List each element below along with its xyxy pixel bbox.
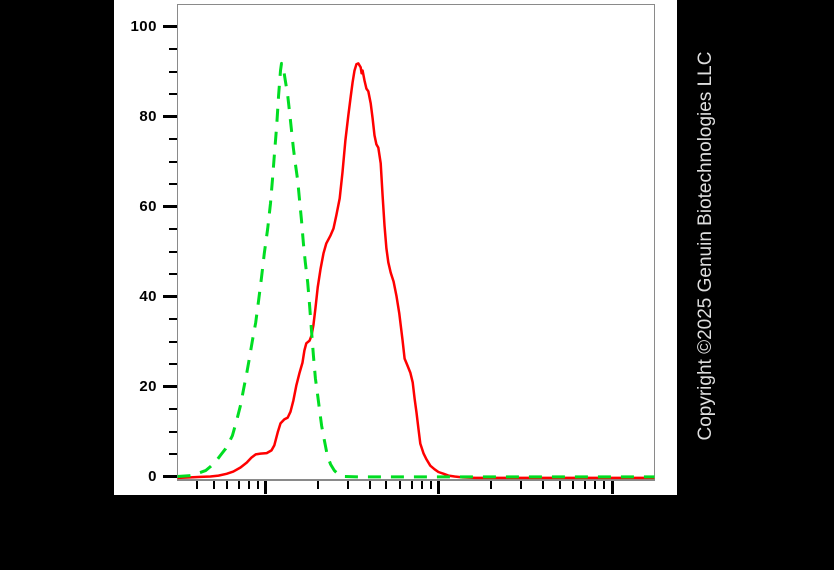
x-minor-tick	[399, 481, 402, 489]
red-solid-curve	[177, 62, 655, 480]
y-minor-tick	[169, 340, 177, 343]
y-minor-tick	[169, 453, 177, 455]
y-major-tick	[163, 115, 177, 118]
x-minor-tick	[583, 481, 586, 489]
x-minor-tick	[558, 481, 561, 489]
y-minor-tick	[169, 93, 177, 95]
y-axis-label: 40	[139, 287, 157, 305]
y-minor-tick	[169, 70, 177, 73]
y-major-tick	[163, 25, 177, 28]
y-minor-tick	[169, 408, 177, 410]
y-major-tick	[163, 205, 177, 208]
y-axis-label: 0	[148, 467, 157, 485]
y-major-tick	[163, 475, 177, 478]
x-major-tick	[436, 481, 440, 494]
copyright-watermark: Copyright ©2025 Genuin Biotechnologies L…	[695, 51, 716, 441]
x-minor-tick	[368, 481, 371, 489]
x-minor-tick	[420, 481, 423, 489]
y-major-tick	[163, 385, 177, 388]
x-minor-tick	[429, 481, 432, 489]
y-major-tick	[163, 295, 177, 298]
x-minor-tick	[541, 481, 544, 489]
y-minor-tick	[169, 318, 177, 320]
x-minor-tick	[520, 481, 523, 489]
y-minor-tick	[169, 48, 177, 50]
x-minor-tick	[316, 481, 319, 489]
x-minor-tick	[593, 481, 596, 489]
y-axis-label: 80	[139, 107, 157, 125]
plot-area	[177, 4, 655, 481]
flow-histogram	[177, 61, 655, 480]
y-axis-label: 20	[139, 377, 157, 395]
x-major-tick	[611, 481, 615, 494]
y-minor-tick	[169, 430, 177, 433]
y-minor-tick	[169, 273, 177, 275]
y-minor-tick	[169, 183, 177, 185]
x-minor-tick	[602, 481, 605, 489]
x-major-tick	[263, 481, 267, 494]
x-minor-tick	[572, 481, 575, 489]
x-minor-tick	[385, 481, 388, 489]
y-minor-tick	[169, 250, 177, 253]
y-axis-label: 100	[130, 17, 157, 35]
x-minor-tick	[256, 481, 259, 489]
y-minor-tick	[169, 228, 177, 230]
y-minor-tick	[169, 363, 177, 365]
y-minor-tick	[169, 160, 177, 163]
x-minor-tick	[410, 481, 413, 489]
x-minor-tick	[195, 481, 198, 489]
chart-panel	[114, 0, 677, 495]
green-dashed-curve	[177, 61, 655, 479]
x-minor-tick	[238, 481, 241, 489]
x-minor-tick	[226, 481, 229, 489]
x-minor-tick	[212, 481, 215, 489]
x-minor-tick	[347, 481, 350, 489]
y-minor-tick	[169, 138, 177, 140]
x-minor-tick	[489, 481, 492, 489]
y-axis-label: 60	[139, 197, 157, 215]
x-minor-tick	[248, 481, 251, 489]
